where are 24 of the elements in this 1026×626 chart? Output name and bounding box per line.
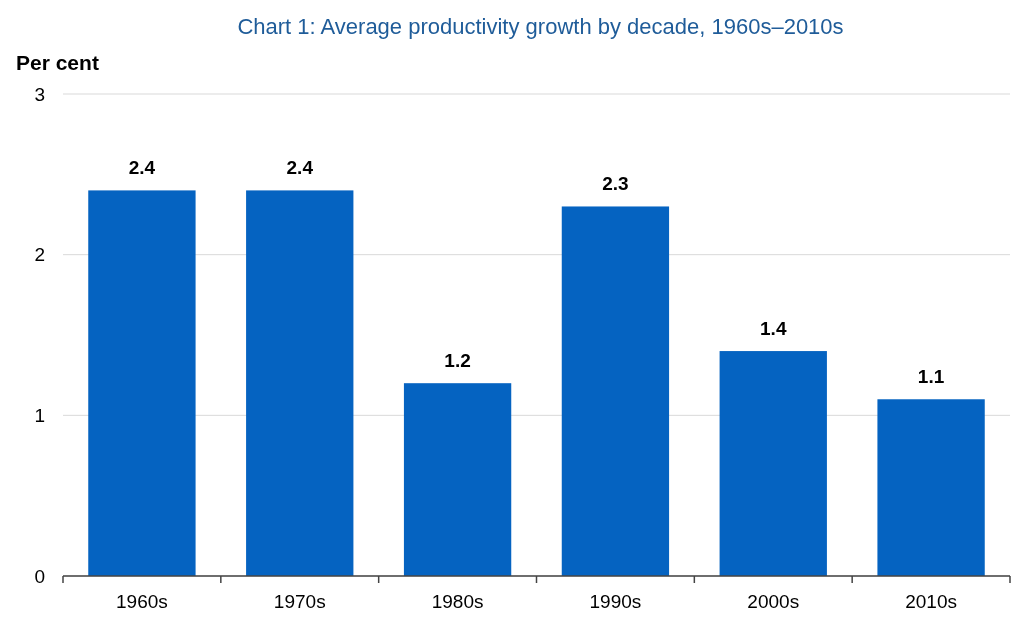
y-axis-title: Per cent [16, 51, 99, 74]
x-tick-label: 1990s [589, 591, 642, 612]
bar [719, 351, 827, 576]
data-label: 2.4 [128, 157, 156, 179]
bar [88, 190, 196, 576]
data-label: 1.2 [444, 350, 471, 372]
bar [246, 190, 354, 576]
x-tick-label: 1980s [431, 591, 484, 612]
y-tick-label: 1 [34, 404, 45, 426]
y-tick-label: 0 [34, 565, 45, 587]
y-tick-label: 2 [34, 244, 45, 266]
x-tick-label: 2000s [747, 591, 800, 612]
data-label: 1.4 [760, 318, 787, 340]
bar [561, 206, 670, 576]
data-label: 2.4 [286, 157, 314, 179]
x-tick-label: 2010s [905, 591, 957, 612]
data-label: 2.3 [602, 173, 629, 195]
data-label: 1.1 [917, 366, 945, 388]
bar [403, 383, 512, 576]
y-tick-label: 3 [34, 83, 45, 105]
bar [877, 399, 985, 576]
chart-title: Chart 1: Average productivity growth by decade, 1960s–2010s [237, 14, 844, 39]
x-tick-label: 1960s [116, 591, 168, 612]
x-tick-label: 1970s [273, 591, 326, 612]
